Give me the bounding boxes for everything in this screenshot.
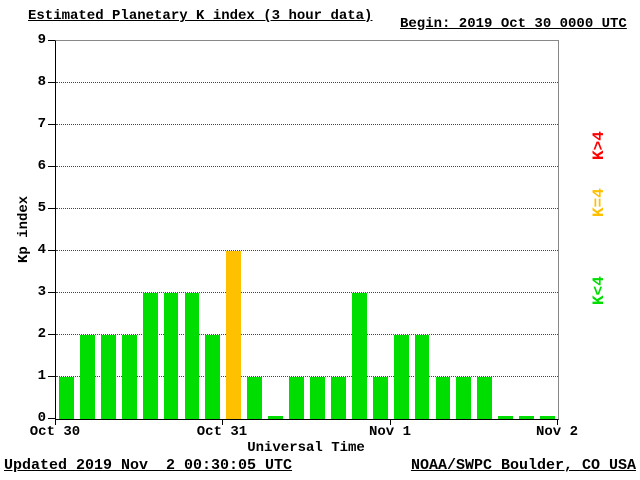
- legend-k-above-4: K>4: [590, 131, 608, 160]
- y-tick-label: 5: [37, 200, 46, 216]
- y-tick: [48, 250, 55, 251]
- gridline: [56, 166, 558, 167]
- kp-bar: [226, 251, 242, 419]
- y-tick-label: 6: [37, 158, 46, 174]
- gridline: [56, 208, 558, 209]
- kp-bar: [330, 377, 346, 419]
- gridline: [56, 82, 558, 83]
- kp-bar: [519, 416, 535, 419]
- kp-bar: [247, 377, 263, 419]
- begin-label: Begin: 2019 Oct 30 0000 UTC: [400, 16, 627, 32]
- kp-bar: [310, 377, 325, 419]
- kp-bar: [435, 377, 451, 419]
- y-tick: [48, 208, 55, 209]
- y-tick: [48, 334, 55, 335]
- y-tick: [48, 418, 55, 419]
- kp-bar: [289, 377, 304, 419]
- y-tick-label: 3: [37, 284, 46, 300]
- x-tick-label: Nov 1: [368, 424, 411, 440]
- kp-bar: [351, 293, 367, 419]
- kp-bar: [100, 335, 116, 419]
- kp-bar: [414, 335, 430, 419]
- kp-bar: [121, 335, 137, 419]
- updated-timestamp: Updated 2019 Nov 2 00:30:05 UTC: [4, 457, 293, 474]
- kp-bar: [498, 416, 514, 419]
- x-tick-label: Nov 2: [535, 424, 578, 440]
- chart-title: Estimated Planetary K index (3 hour data…: [28, 8, 373, 24]
- y-tick-label: 7: [37, 116, 46, 132]
- x-tick: [55, 420, 56, 425]
- x-tick-label: Oct 30: [29, 424, 81, 440]
- kp-bar: [205, 335, 221, 419]
- plot-area: [55, 40, 559, 420]
- kp-bar: [184, 293, 200, 419]
- gridline: [56, 124, 558, 125]
- legend-k-below-4: K<4: [590, 276, 608, 305]
- y-tick-label: 1: [37, 368, 46, 384]
- legend-k-equal-4: K=4: [590, 188, 608, 217]
- x-axis-title: Universal Time: [247, 440, 365, 456]
- kp-bar: [142, 293, 158, 419]
- source-credit: NOAA/SWPC Boulder, CO USA: [410, 457, 636, 474]
- x-tick: [390, 420, 391, 425]
- x-tick: [557, 420, 558, 425]
- x-tick: [222, 420, 223, 425]
- y-tick-label: 2: [37, 326, 46, 342]
- kp-bar: [393, 335, 409, 419]
- kp-bar: [163, 293, 179, 419]
- kp-bar: [372, 377, 388, 419]
- kp-bar: [79, 335, 95, 419]
- kp-bar: [477, 377, 493, 419]
- y-tick-label: 4: [37, 242, 46, 258]
- x-tick-label: Oct 31: [196, 424, 248, 440]
- gridline: [56, 334, 558, 335]
- y-tick: [48, 40, 55, 41]
- gridline: [56, 292, 558, 293]
- gridline: [56, 376, 558, 377]
- y-tick-label: 8: [37, 74, 46, 90]
- kp-bar: [268, 416, 284, 419]
- y-tick: [48, 376, 55, 377]
- y-tick: [48, 124, 55, 125]
- gridline: [56, 250, 558, 251]
- y-tick: [48, 166, 55, 167]
- kp-bar: [456, 377, 472, 419]
- y-tick: [48, 292, 55, 293]
- kp-bar: [540, 416, 555, 419]
- y-tick-label: 9: [37, 32, 46, 48]
- y-tick: [48, 82, 55, 83]
- y-tick-label: 0: [37, 410, 46, 426]
- kp-bar: [59, 377, 74, 419]
